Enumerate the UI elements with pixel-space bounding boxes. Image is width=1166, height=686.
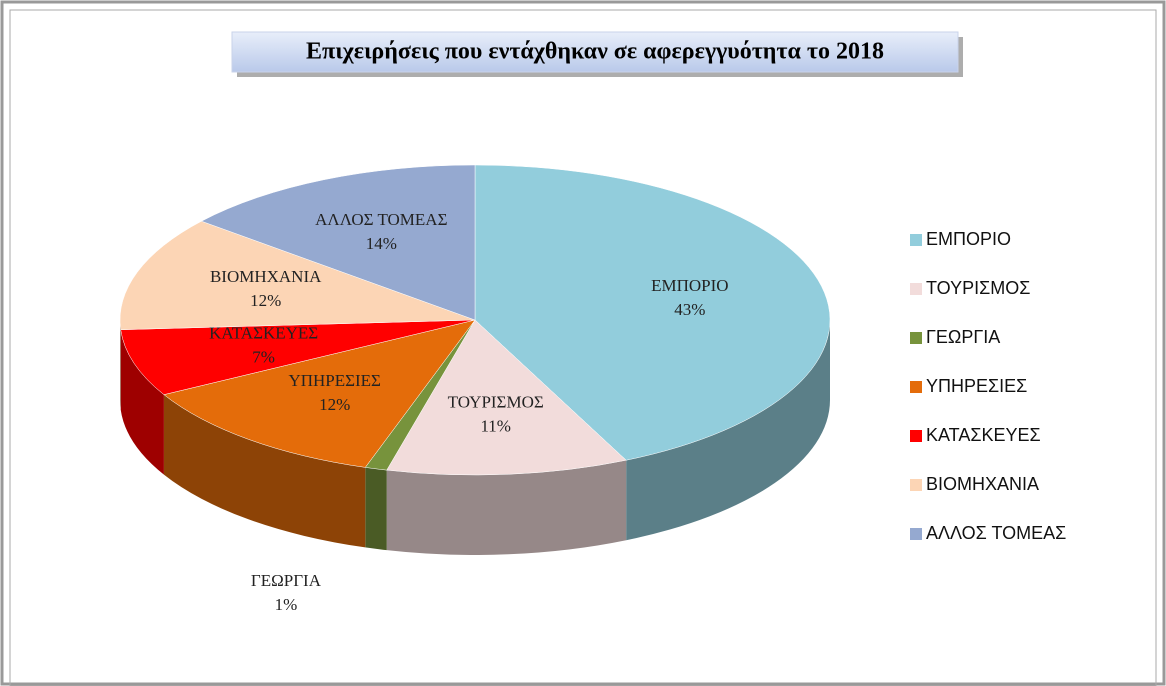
chart-title: Επιχειρήσεις που εντάχθηκαν σε αφερεγγυό… — [306, 39, 884, 65]
data-label: ΥΠΗΡΕΣΙΕΣ — [288, 371, 381, 390]
pie-side — [365, 467, 387, 551]
data-label: ΕΜΠΟΡΙΟ — [651, 276, 728, 295]
legend-swatch — [910, 332, 922, 344]
legend-swatch — [910, 283, 922, 295]
legend-swatch — [910, 234, 922, 246]
data-label: 43% — [674, 300, 705, 319]
data-label: ΚΑΤΑΣΚΕΥΕΣ — [209, 324, 318, 343]
frame-inner — [9, 9, 1157, 686]
pie-slice — [163, 319, 476, 468]
data-label: ΒΙΟΜΗΧΑΝΙΑ — [210, 267, 322, 286]
legend-label: ΤΟΥΡΙΣΜΟΣ — [926, 278, 1030, 298]
pie-slice — [119, 220, 476, 330]
pie-slice — [120, 319, 476, 395]
data-label: ΓΕΩΡΓΙΑ — [251, 571, 322, 590]
legend-label: ΥΠΗΡΕΣΙΕΣ — [926, 376, 1027, 396]
pie-side — [120, 320, 121, 410]
pie-side — [626, 320, 830, 541]
data-label: 1% — [275, 595, 298, 614]
legend-label: ΑΛΛΟΣ ΤΟΜΕΑΣ — [926, 523, 1066, 543]
legend-swatch — [910, 528, 922, 540]
pie-slice — [386, 319, 627, 476]
data-label: ΑΛΛΟΣ ΤΟΜΕΑΣ — [315, 210, 447, 229]
legend-swatch — [910, 430, 922, 442]
legend-swatch — [910, 479, 922, 491]
legend-label: ΕΜΠΟΡΙΟ — [926, 229, 1011, 249]
data-label: 14% — [366, 234, 397, 253]
pie-slice — [474, 164, 831, 461]
data-label: ΤΟΥΡΙΣΜΟΣ — [448, 393, 544, 412]
data-label: 11% — [480, 417, 511, 436]
title-box — [231, 31, 959, 73]
pie-side — [386, 460, 627, 555]
data-label: 7% — [252, 348, 275, 367]
pie-slice — [200, 164, 476, 321]
legend-swatch — [910, 381, 922, 393]
legend-label: ΒΙΟΜΗΧΑΝΙΑ — [926, 474, 1039, 494]
legend-label: ΓΕΩΡΓΙΑ — [926, 327, 1000, 347]
pie-side — [163, 394, 366, 548]
data-label: 12% — [250, 291, 281, 310]
pie-side — [120, 329, 164, 475]
legend-label: ΚΑΤΑΣΚΕΥΕΣ — [926, 425, 1041, 445]
data-label: 12% — [319, 395, 350, 414]
